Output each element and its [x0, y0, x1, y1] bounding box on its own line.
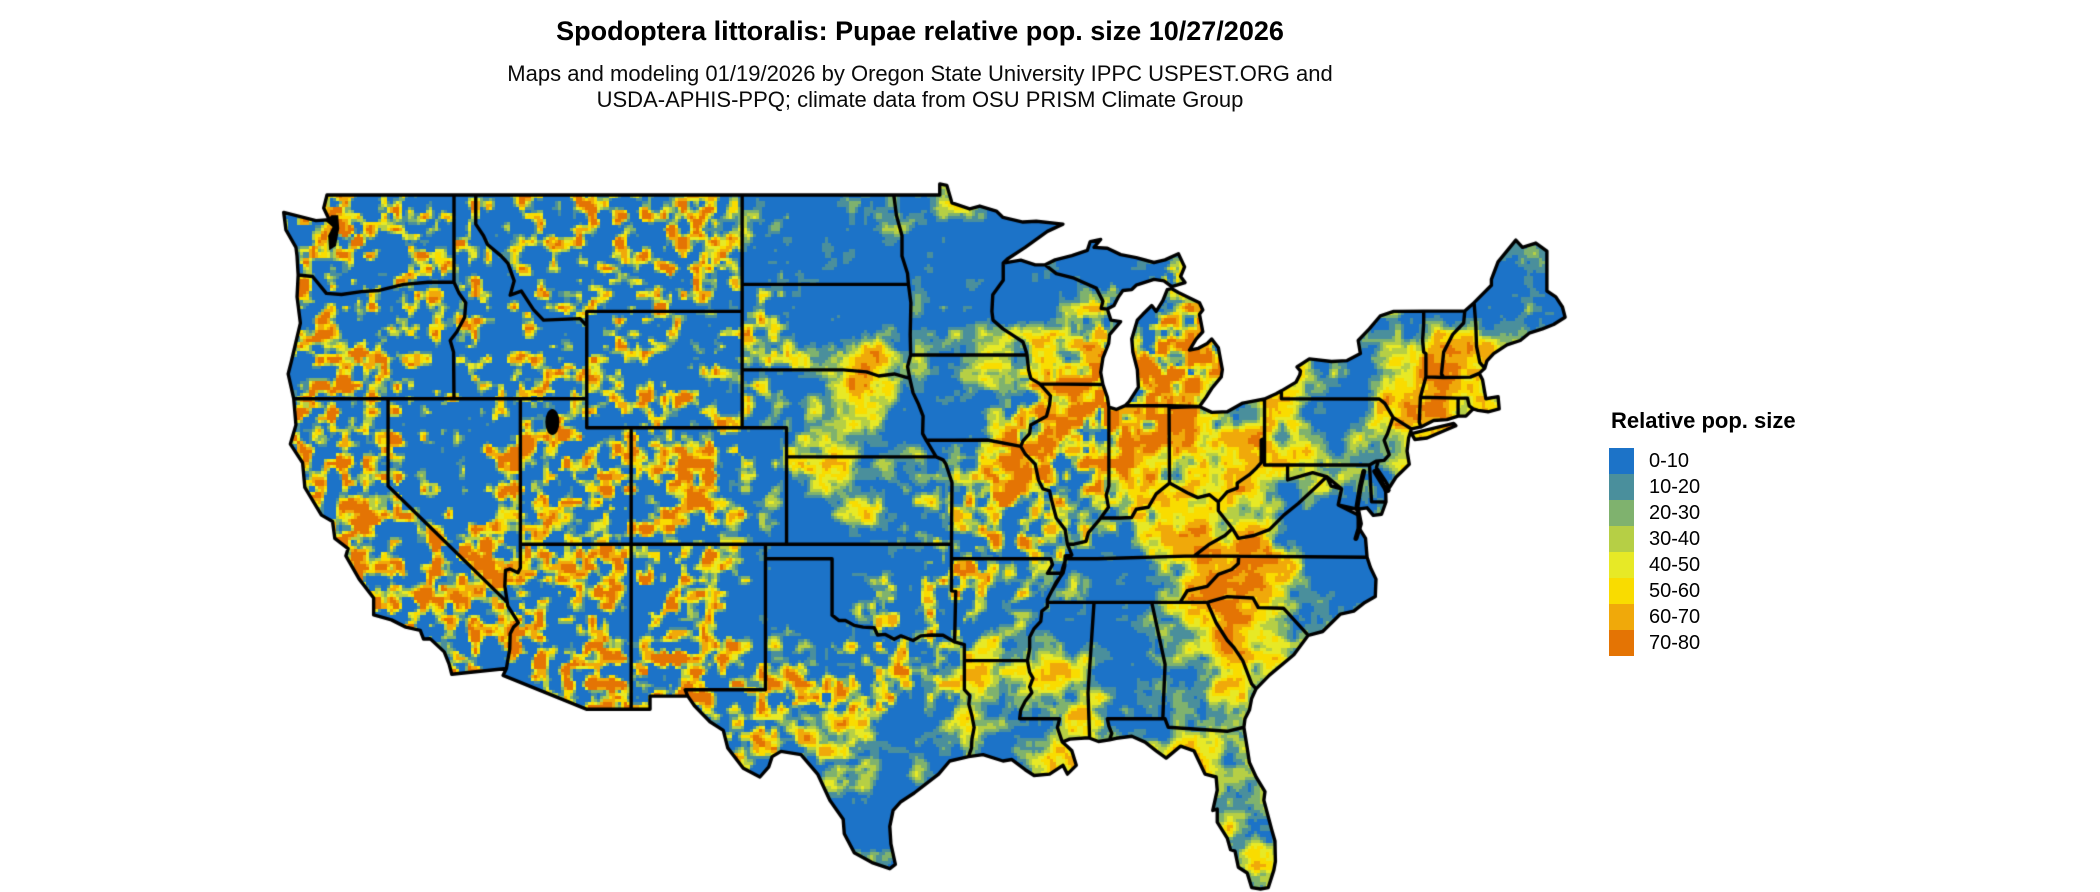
- legend-bin-label: 30-40: [1649, 527, 1701, 550]
- map-subtitle-line-1: Maps and modeling 01/19/2026 by Oregon S…: [507, 61, 1333, 86]
- legend: Relative pop. size 0-10 10-20 20-30 30-40 40…: [1609, 408, 1796, 656]
- legend-row: 20-30: [1609, 500, 1796, 526]
- legend-bin-label: 0-10: [1649, 449, 1690, 472]
- us-map-raster: [240, 150, 1600, 892]
- map-title: Spodoptera littoralis: Pupae relative po…: [556, 16, 1284, 46]
- map-subtitle: Maps and modeling 01/19/2026 by Oregon S…: [190, 61, 1650, 113]
- legend-row: 40-50: [1609, 552, 1796, 578]
- legend-bin-label: 10-20: [1649, 475, 1701, 498]
- legend-title: Relative pop. size: [1611, 408, 1796, 433]
- legend-bin-label: 50-60: [1649, 579, 1701, 602]
- legend-bin-label: 20-30: [1649, 501, 1701, 524]
- legend-swatch-icon: [1609, 526, 1634, 552]
- map-subtitle-line-2: USDA-APHIS-PPQ; climate data from OSU PR…: [596, 87, 1244, 112]
- legend-swatch-icon: [1609, 500, 1634, 526]
- legend-bin-label: 40-50: [1649, 553, 1701, 576]
- legend-swatch-icon: [1609, 474, 1634, 500]
- legend-swatch-icon: [1609, 448, 1634, 474]
- legend-swatch-icon: [1609, 604, 1634, 630]
- legend-row: 30-40: [1609, 526, 1796, 552]
- legend-swatch-icon: [1609, 630, 1634, 656]
- legend-rows: 0-10 10-20 20-30 30-40 40-50 50-60 60-70 70-80: [1609, 448, 1796, 656]
- legend-bin-label: 70-80: [1649, 631, 1701, 654]
- legend-swatch-icon: [1609, 578, 1634, 604]
- legend-row: 10-20: [1609, 474, 1796, 500]
- legend-row: 70-80: [1609, 630, 1796, 656]
- legend-row: 60-70: [1609, 604, 1796, 630]
- legend-row: 0-10: [1609, 448, 1796, 474]
- legend-bin-label: 60-70: [1649, 605, 1701, 628]
- legend-row: 50-60: [1609, 578, 1796, 604]
- legend-swatch-icon: [1609, 552, 1634, 578]
